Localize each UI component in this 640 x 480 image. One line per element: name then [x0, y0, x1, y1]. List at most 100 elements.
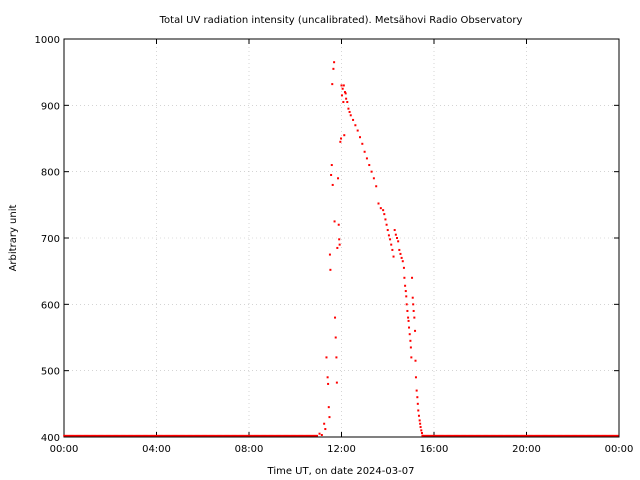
data-point: [316, 434, 319, 437]
data-point: [203, 434, 205, 437]
x-tick-label: 16:00: [420, 444, 449, 455]
data-point: [514, 434, 516, 437]
data-point: [566, 434, 568, 437]
data-point: [417, 409, 420, 412]
data-point: [568, 434, 571, 437]
data-point: [196, 434, 198, 437]
data-point: [262, 434, 264, 437]
data-point: [230, 434, 233, 437]
data-point: [442, 434, 445, 437]
data-point: [558, 434, 560, 437]
data-point: [107, 434, 109, 437]
data-point: [398, 248, 401, 251]
data-point: [348, 110, 351, 113]
data-point: [414, 329, 417, 332]
data-point: [496, 434, 499, 437]
data-point: [404, 284, 407, 287]
data-point: [132, 434, 135, 437]
data-point: [545, 434, 547, 437]
data-point: [258, 434, 261, 437]
data-point: [226, 434, 228, 437]
data-point: [238, 434, 241, 437]
data-point: [455, 434, 457, 437]
data-point: [309, 434, 312, 437]
data-point: [458, 434, 461, 437]
data-point: [511, 434, 514, 437]
data-point: [327, 382, 330, 385]
data-point: [612, 434, 615, 437]
data-point: [105, 434, 108, 437]
data-point: [89, 434, 92, 437]
data-point: [169, 434, 172, 437]
data-point: [474, 434, 477, 437]
data-point: [341, 87, 344, 90]
data-point: [343, 134, 346, 137]
data-point: [324, 428, 327, 431]
data-point: [272, 434, 275, 437]
data-point: [521, 434, 523, 437]
data-point: [307, 434, 309, 437]
data-point: [382, 209, 385, 212]
data-point: [583, 434, 586, 437]
data-point: [584, 434, 587, 437]
data-point: [580, 434, 582, 437]
data-point: [326, 376, 329, 379]
data-point: [471, 434, 473, 437]
data-point: [303, 434, 306, 437]
data-point: [126, 434, 129, 437]
data-point: [71, 434, 73, 437]
data-point: [410, 356, 413, 359]
data-point: [100, 434, 102, 437]
data-point: [379, 207, 382, 210]
data-point: [110, 434, 113, 437]
data-point: [265, 434, 268, 437]
data-point: [331, 83, 334, 86]
data-point: [336, 246, 339, 249]
data-point: [499, 434, 501, 437]
data-point: [301, 434, 303, 437]
data-point: [615, 434, 618, 437]
y-axis-label: Arbitrary unit: [8, 205, 19, 272]
data-point: [414, 359, 417, 362]
y-tick-label: 500: [41, 367, 60, 378]
data-point: [228, 434, 231, 437]
data-point: [383, 213, 386, 216]
data-point: [534, 434, 537, 437]
data-point: [153, 434, 155, 437]
data-point: [327, 406, 330, 409]
chart-title: Total UV radiation intensity (uncalibrat…: [159, 15, 523, 26]
data-point: [377, 202, 380, 205]
data-point: [299, 434, 301, 437]
data-point: [586, 434, 589, 437]
data-point: [533, 434, 536, 437]
data-point: [159, 434, 161, 437]
data-point: [125, 434, 128, 437]
data-point: [147, 434, 150, 437]
data-point: [308, 434, 310, 437]
data-point: [240, 434, 242, 437]
data-point: [176, 434, 179, 437]
data-point: [312, 434, 315, 437]
data-point: [248, 434, 250, 437]
data-point: [335, 356, 338, 359]
data-point: [117, 434, 120, 437]
data-point: [68, 434, 71, 437]
data-point: [459, 434, 462, 437]
data-point: [332, 67, 335, 70]
data-point: [420, 429, 423, 432]
data-point: [330, 173, 333, 176]
data-point: [441, 434, 443, 437]
data-point: [104, 434, 107, 437]
data-point: [329, 268, 332, 271]
data-point: [522, 434, 524, 437]
data-point: [304, 434, 307, 437]
data-point: [173, 434, 175, 437]
data-point: [232, 434, 234, 437]
data-point: [574, 434, 576, 437]
data-point: [491, 434, 493, 437]
data-point: [497, 434, 500, 437]
data-point: [502, 434, 505, 437]
y-tick-label: 400: [41, 433, 60, 444]
data-point: [475, 434, 478, 437]
data-point: [256, 434, 258, 437]
